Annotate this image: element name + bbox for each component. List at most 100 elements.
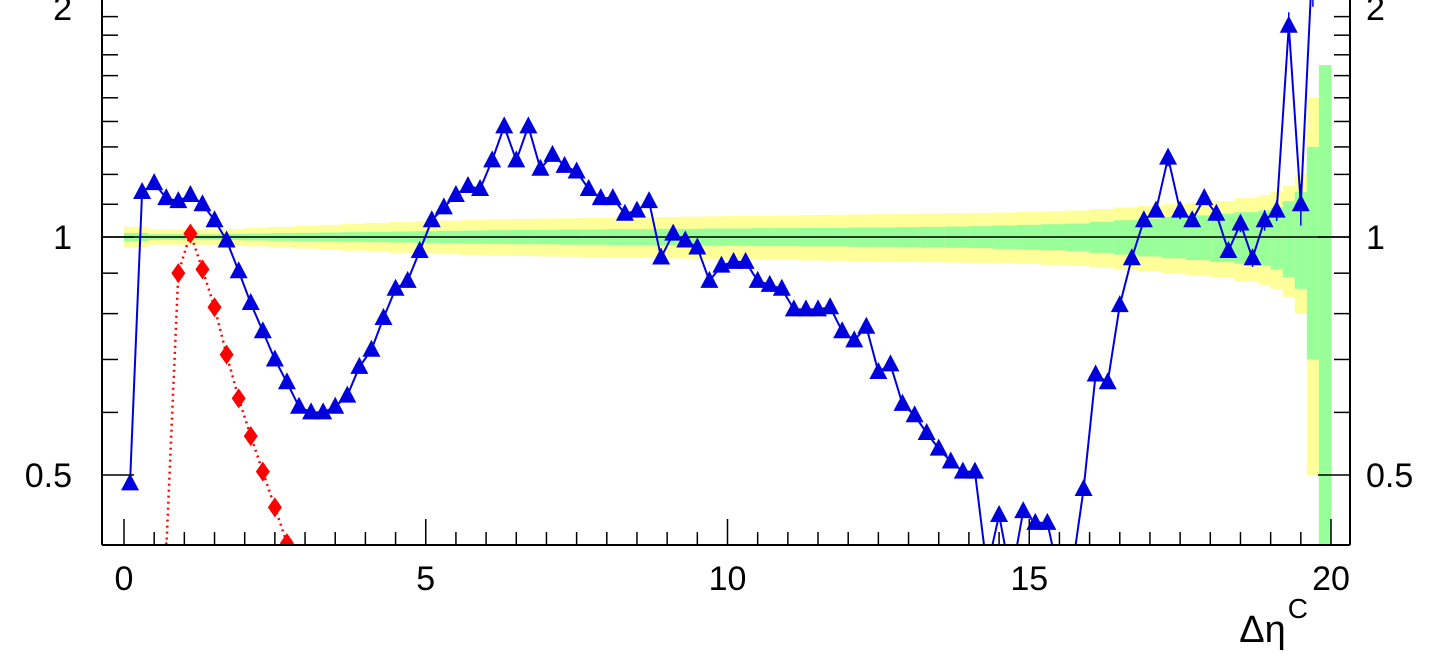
data-point-triangle bbox=[169, 191, 188, 209]
data-point-triangle bbox=[1267, 200, 1286, 218]
data-point-triangle bbox=[458, 176, 477, 194]
data-point-triangle bbox=[676, 230, 695, 248]
data-point-triangle bbox=[821, 297, 840, 315]
data-point-triangle bbox=[1098, 372, 1117, 390]
y-tick-label-left: 1 bbox=[53, 219, 72, 257]
data-point-triangle bbox=[326, 396, 345, 414]
data-point-triangle bbox=[833, 321, 852, 339]
data-point-triangle bbox=[1207, 203, 1226, 221]
data-point-triangle bbox=[929, 438, 948, 456]
x-tick-label: 20 bbox=[1312, 560, 1350, 598]
data-point-diamond bbox=[267, 497, 282, 518]
data-point-triangle bbox=[386, 278, 405, 296]
data-point-triangle bbox=[845, 330, 864, 348]
y-tick-label-right: 0.5 bbox=[1366, 457, 1413, 495]
data-point-triangle bbox=[1074, 479, 1093, 497]
data-point-triangle bbox=[1195, 188, 1214, 206]
data-point-triangle bbox=[1110, 295, 1129, 313]
data-point-triangle bbox=[1255, 210, 1274, 228]
data-point-triangle bbox=[1291, 194, 1310, 212]
data-point-diamond bbox=[255, 461, 270, 482]
data-point-triangle bbox=[881, 354, 900, 372]
data-point-triangle bbox=[302, 402, 321, 420]
data-point-triangle bbox=[1146, 200, 1165, 218]
data-point-triangle bbox=[953, 461, 972, 479]
data-point-triangle bbox=[410, 241, 429, 259]
data-point-triangle bbox=[1279, 15, 1298, 33]
data-point-triangle bbox=[724, 251, 743, 269]
x-tick-label: 15 bbox=[1010, 560, 1048, 598]
data-point-triangle bbox=[471, 179, 490, 197]
x-axis-title: ΔηC bbox=[1239, 593, 1308, 651]
data-point-triangle bbox=[1243, 248, 1262, 266]
data-point-triangle bbox=[640, 191, 659, 209]
data-point-triangle bbox=[1231, 213, 1250, 231]
data-point-triangle bbox=[603, 188, 622, 206]
data-point-triangle bbox=[893, 393, 912, 411]
data-point-diamond bbox=[219, 344, 234, 365]
data-point-triangle bbox=[652, 247, 671, 265]
data-point-triangle bbox=[205, 210, 224, 228]
data-point-triangle bbox=[483, 150, 502, 168]
data-point-triangle bbox=[748, 270, 767, 288]
y-tick-label-right: 2 bbox=[1366, 0, 1385, 28]
data-point-triangle bbox=[591, 188, 610, 206]
data-point-triangle bbox=[796, 299, 815, 317]
data-point-diamond bbox=[195, 259, 210, 280]
data-point-triangle bbox=[1014, 501, 1033, 519]
data-point-triangle bbox=[760, 274, 779, 292]
data-point-triangle bbox=[869, 361, 888, 379]
data-point-triangle bbox=[857, 316, 876, 334]
data-point-triangle bbox=[290, 396, 309, 414]
data-point-triangle bbox=[990, 505, 1009, 523]
data-point-triangle bbox=[398, 270, 417, 288]
data-point-triangle bbox=[1171, 200, 1190, 218]
data-point-triangle bbox=[362, 339, 381, 357]
data-point-triangle bbox=[1038, 512, 1057, 530]
inner-band-segment bbox=[1306, 146, 1320, 360]
data-point-triangle bbox=[181, 185, 200, 203]
data-point-triangle bbox=[121, 473, 140, 491]
data-point-triangle bbox=[350, 356, 369, 374]
data-point-triangle bbox=[917, 423, 936, 441]
plot-frame bbox=[101, 0, 1351, 546]
data-point-triangle bbox=[531, 158, 550, 176]
data-point-triangle bbox=[241, 293, 260, 311]
data-point-triangle bbox=[1062, 564, 1080, 581]
y-tick-label-right: 1 bbox=[1366, 219, 1385, 257]
tick-labels: 0 5 10 15 20 0.5 1 2 0.5 1 2 bbox=[25, 0, 1414, 598]
data-point-triangle bbox=[905, 405, 924, 423]
data-point-triangle bbox=[736, 251, 755, 269]
data-point-triangle bbox=[1050, 568, 1068, 585]
data-point-triangle bbox=[1159, 147, 1178, 165]
data-point-triangle bbox=[1134, 210, 1153, 228]
data-point-triangle bbox=[1183, 210, 1202, 228]
data-point-triangle bbox=[519, 116, 538, 134]
inner-band-segment bbox=[1270, 207, 1284, 270]
data-point-diamond bbox=[279, 533, 294, 545]
x-tick-label: 10 bbox=[709, 560, 747, 598]
data-point-triangle bbox=[145, 173, 164, 191]
data-point-triangle bbox=[627, 200, 646, 218]
data-point-triangle bbox=[507, 150, 526, 168]
data-point-triangle bbox=[555, 155, 574, 173]
data-point-triangle bbox=[374, 307, 393, 325]
data-point-triangle bbox=[157, 188, 176, 206]
inner-band-segment bbox=[1282, 201, 1296, 278]
data-point-triangle bbox=[422, 210, 441, 228]
data-point-diamond bbox=[183, 223, 198, 244]
data-point-triangle bbox=[1086, 364, 1105, 382]
x-tick-label: 5 bbox=[416, 560, 435, 598]
data-point-diamond bbox=[243, 426, 258, 447]
data-point-triangle bbox=[217, 230, 236, 248]
data-point-diamond bbox=[171, 263, 186, 284]
data-point-triangle bbox=[941, 451, 960, 469]
data-point-triangle bbox=[338, 385, 357, 403]
data-point-triangle bbox=[253, 321, 272, 339]
x-tick-label: 0 bbox=[115, 560, 134, 598]
x-axis-title-superscript: C bbox=[1288, 593, 1308, 624]
data-point-triangle bbox=[965, 461, 984, 479]
data-point-triangle bbox=[495, 116, 514, 134]
data-point-triangle bbox=[664, 223, 683, 241]
